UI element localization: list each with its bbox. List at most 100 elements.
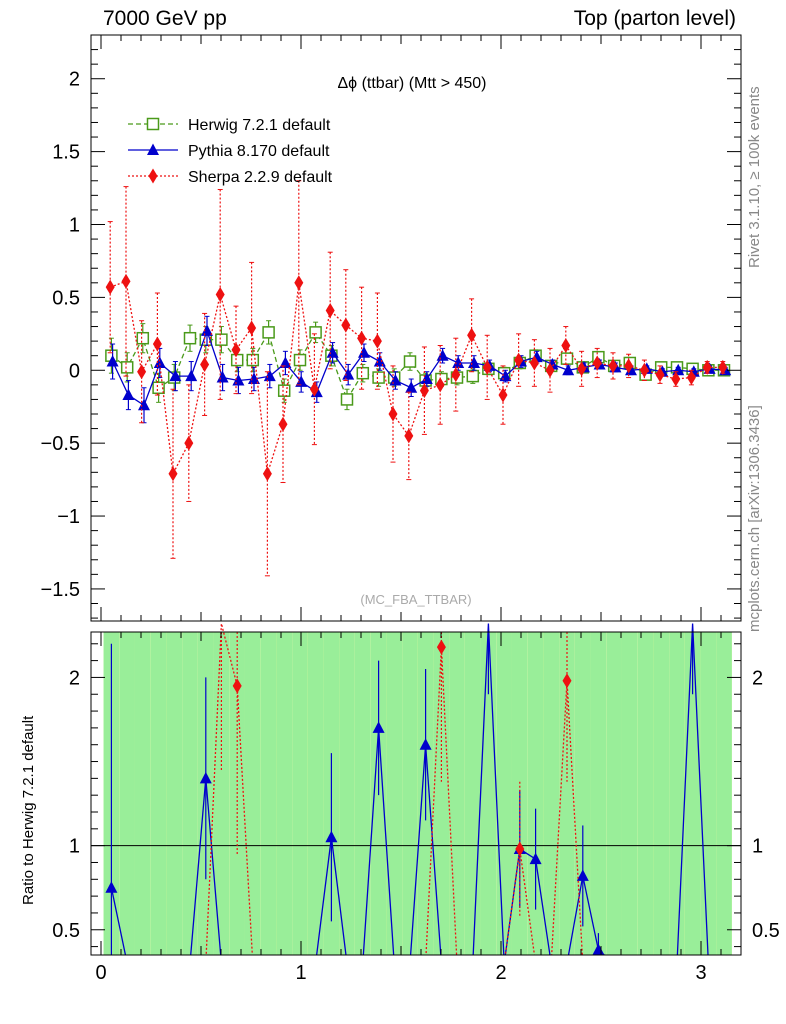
band-inner	[606, 632, 623, 955]
band-inner	[150, 632, 167, 955]
ratio-point	[232, 678, 242, 694]
band-inner	[402, 632, 418, 955]
band-inner	[292, 632, 308, 955]
data-point	[121, 273, 131, 289]
data-point	[246, 353, 260, 367]
x-tick-label: 0	[95, 962, 106, 984]
data-point	[560, 352, 574, 365]
data-point	[152, 381, 165, 395]
band-inner	[449, 632, 465, 955]
band-inner	[559, 632, 575, 955]
data-point	[278, 416, 288, 432]
band-inner	[339, 632, 355, 955]
data-point	[702, 359, 712, 375]
ratio-point	[372, 721, 385, 733]
data-point	[341, 317, 351, 333]
data-point	[468, 356, 480, 368]
data-point	[671, 371, 681, 387]
ratio-y-tick-label-left: 0.5	[52, 920, 80, 942]
ratio-point	[419, 738, 432, 750]
data-point	[419, 383, 429, 399]
y-tick-label: 2	[69, 69, 80, 91]
series-line	[112, 328, 726, 407]
data-point	[358, 346, 370, 358]
ratio-y-ticks: 2 2 1 1 0.5 0.5	[52, 643, 780, 948]
y-tick-label: −1	[57, 506, 80, 528]
legend: Herwig 7.2.1 default Pythia 8.170 default…	[128, 117, 333, 186]
data-point	[592, 355, 602, 371]
data-point	[514, 352, 524, 368]
data-point	[452, 356, 465, 368]
data-point	[231, 342, 241, 358]
data-point	[138, 398, 150, 411]
data-point	[105, 279, 115, 295]
x-tick-label: 3	[695, 962, 706, 984]
data-point	[216, 371, 229, 383]
data-point	[262, 326, 275, 339]
main-y-ticks: 2 1.5 1 0.5 0 −0.5 −1 −1.5	[41, 49, 741, 619]
watermark: (MC_FBA_TTBAR)	[360, 592, 471, 607]
data-point	[498, 387, 508, 403]
ratio-panel: 0 1 2 3 2 2 1 1 0.5 0.5	[52, 35, 780, 984]
series-line	[109, 280, 723, 476]
data-point	[404, 428, 414, 444]
data-point	[405, 381, 418, 393]
x-ticks: 0 1 2 3	[95, 35, 722, 984]
band-inner	[119, 632, 136, 955]
band-inner	[386, 632, 403, 955]
band-inner	[464, 632, 481, 955]
y-tick-label: 1.5	[52, 142, 80, 164]
data-point	[608, 358, 618, 374]
data-point	[561, 337, 571, 353]
legend-marker	[148, 168, 158, 184]
series-herwig	[105, 320, 731, 411]
band-inner	[621, 632, 638, 955]
data-point	[624, 358, 634, 374]
legend-marker	[146, 117, 160, 131]
band-inner	[496, 632, 513, 955]
data-point	[122, 388, 135, 401]
y-tick-label: 1	[69, 215, 80, 237]
data-point	[201, 324, 213, 336]
data-point	[200, 356, 210, 372]
y-tick-label: −0.5	[41, 433, 80, 455]
data-point	[467, 327, 477, 343]
x-tick-label: 1	[295, 962, 306, 984]
data-point	[420, 372, 433, 385]
data-point	[215, 333, 228, 346]
data-point	[309, 381, 319, 397]
data-point	[451, 367, 461, 383]
data-point	[435, 377, 445, 393]
ratio-mask	[91, 955, 741, 975]
legend-marker	[147, 143, 159, 155]
x-tick-label: 2	[495, 962, 506, 984]
band-inner	[637, 632, 654, 955]
series-sherpa	[105, 180, 728, 577]
band-inner	[700, 632, 717, 955]
ratio-y-tick-label-right: 2	[752, 667, 763, 689]
ratio-point	[105, 881, 118, 893]
data-point	[106, 355, 119, 367]
data-point	[718, 359, 728, 375]
data-point	[153, 356, 166, 368]
main-panel: 2 1.5 1 0.5 0 −0.5 −1 −1.5 Δϕ (ttbar) (Mtt > 450…	[41, 34, 742, 622]
data-point	[152, 336, 162, 352]
ratio-y-tick-label-right: 0.5	[752, 920, 780, 942]
data-point	[529, 355, 539, 371]
legend-label: Pythia 8.170 default	[188, 143, 330, 160]
band-inner	[590, 632, 607, 955]
data-point	[230, 353, 244, 367]
data-point	[263, 369, 276, 382]
band-inner	[574, 632, 591, 955]
data-point	[388, 406, 398, 422]
data-point	[562, 363, 575, 376]
data-point	[403, 355, 417, 368]
ratio-frame	[90, 631, 742, 956]
data-point	[136, 331, 150, 345]
header-left: 7000 GeV pp	[103, 7, 227, 30]
band-inner	[653, 632, 670, 955]
data-point	[466, 369, 480, 383]
data-point	[185, 369, 198, 382]
data-point	[279, 356, 292, 368]
data-point	[325, 303, 335, 319]
